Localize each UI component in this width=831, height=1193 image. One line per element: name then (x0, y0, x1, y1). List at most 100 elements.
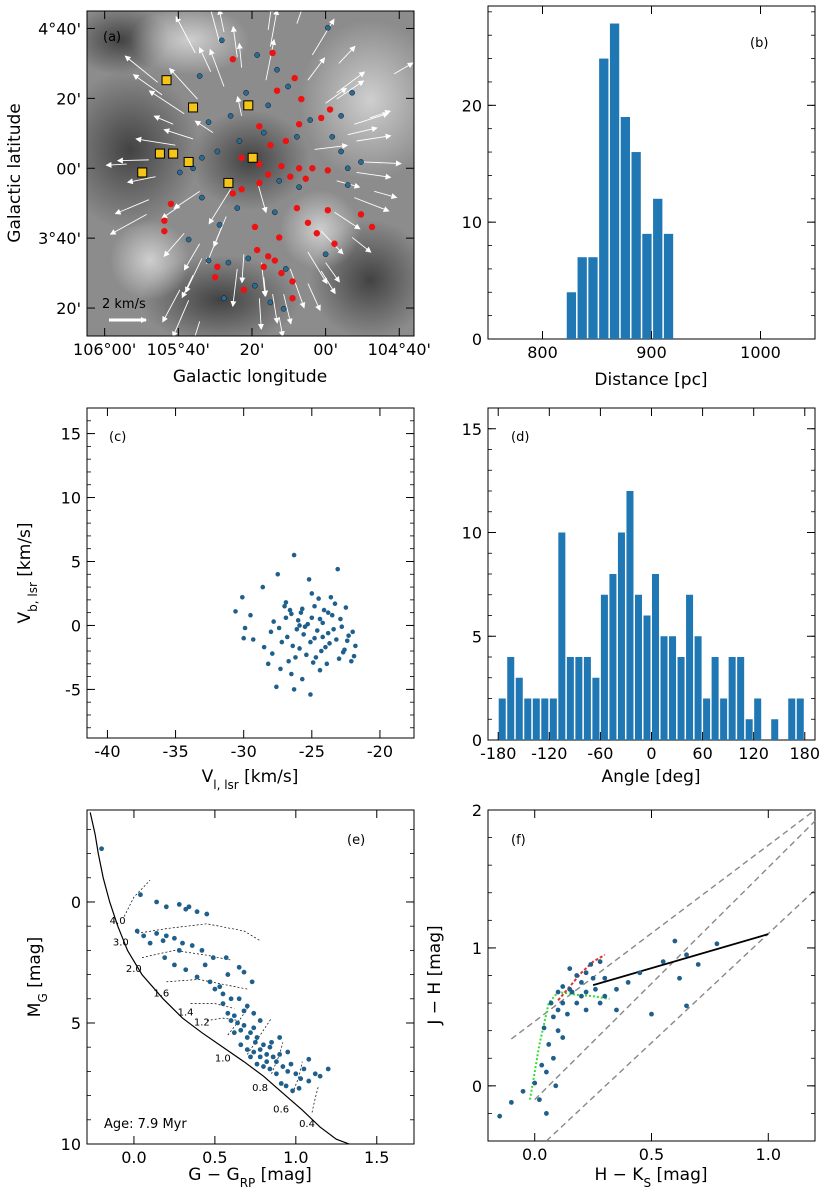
velocity-point (335, 566, 341, 572)
x-tick-label: 1.0 (756, 1145, 781, 1164)
velocity-point (240, 595, 245, 600)
histogram-bar (541, 698, 549, 740)
blue-star (296, 184, 302, 190)
velocity-arrow (181, 274, 194, 299)
yellow-square (137, 167, 148, 178)
histogram-bar (634, 594, 642, 740)
red-star (304, 219, 312, 226)
histogram-bar (566, 657, 574, 740)
y-tick-label: 15 (61, 425, 81, 444)
x-tick-label: 120 (738, 744, 769, 763)
x-tick-label: 0.0 (522, 1145, 547, 1164)
histogram-bar (577, 257, 587, 339)
cmd-point (252, 1039, 258, 1045)
ccd-point (560, 1035, 566, 1040)
velocity-point (344, 638, 350, 644)
cmd-point (248, 1054, 253, 1060)
blue-star-markers (176, 24, 364, 312)
cmd-point (236, 964, 242, 970)
blue-star (349, 89, 355, 96)
x-tick-label: 0 (646, 744, 656, 763)
cmd-point (231, 1013, 237, 1019)
x-tick-label: 0.0 (121, 1148, 146, 1167)
histogram-bar (711, 657, 719, 740)
velocity-point (308, 639, 313, 645)
panel-e-ylabel-sub: G (36, 993, 50, 1002)
velocity-point (351, 653, 357, 659)
velocity-point (331, 626, 336, 632)
x-tick-label: 106°00' (73, 340, 136, 359)
red-star (295, 165, 303, 172)
red-star (161, 227, 168, 235)
velocity-point (320, 634, 326, 640)
cmd-point (267, 1066, 273, 1072)
panel-c-label: (c) (109, 430, 126, 445)
panel-f-label: (f) (511, 833, 526, 848)
cmd-point (210, 955, 216, 961)
histogram-bar (617, 532, 625, 740)
velocity-point (298, 610, 304, 615)
ccd-point (543, 1069, 549, 1075)
panel-a-sky-map: 2 km/s (a) 106°00' 105°40' 20' 00' 104°40' 4°… (5, 10, 431, 387)
ccd-point (497, 1113, 503, 1119)
velocity-point (248, 612, 253, 618)
velocity-point (319, 648, 324, 654)
blue-star (276, 178, 283, 184)
cmd-point (172, 962, 177, 968)
velocity-arrow (265, 38, 277, 81)
cmd-point (288, 1061, 294, 1067)
cmd-point (163, 904, 169, 910)
y-tick-label: -5 (65, 680, 81, 699)
giant-locus-curve (557, 953, 606, 1001)
y-tick-label: 15 (462, 420, 482, 439)
angle-bars (498, 491, 804, 740)
cmd-point (217, 984, 223, 990)
red-star (357, 211, 365, 218)
mass-label: 0.6 (273, 1105, 289, 1116)
red-star (302, 175, 309, 182)
velocity-point (305, 621, 311, 627)
velocity-point (270, 651, 275, 656)
cmd-point (204, 911, 210, 917)
velocity-arrow (363, 160, 402, 167)
y-tick-label: 0 (472, 731, 482, 750)
blue-star (294, 134, 300, 140)
yellow-square (154, 148, 165, 159)
y-tick-label: 5 (472, 627, 482, 646)
velocity-point (293, 655, 298, 660)
velocity-arrow (296, 11, 302, 24)
panel-c-xlabel-unit: [km/s] (239, 767, 299, 787)
velocity-point (332, 601, 338, 606)
cmd-point (238, 1027, 244, 1033)
ccd-point (684, 952, 689, 958)
velocity-point (294, 626, 300, 632)
blue-star (265, 102, 271, 109)
velocity-point (283, 600, 289, 605)
red-star (273, 87, 281, 94)
velocity-point (323, 644, 328, 650)
blue-star (338, 113, 344, 119)
cmd-point (251, 1049, 257, 1055)
blue-star (285, 83, 291, 90)
x-tick-label: 900 (636, 343, 667, 362)
velocity-point (343, 605, 349, 610)
velocity-point (241, 635, 246, 641)
red-star (291, 74, 298, 82)
velocity-arrow (267, 11, 274, 30)
y-tick-label: 0 (71, 893, 81, 912)
reddening-line (510, 809, 816, 1040)
velocity-arrow (208, 188, 231, 225)
ccd-point (539, 1062, 545, 1068)
ccd-point (602, 993, 608, 999)
velocity-arrow (256, 180, 268, 214)
panel-e-cmd: 4.0 3.0 2.0 1.6 1.41.2 1.0 0.8 0.6 0.4 0.0 0.5 1.0… (25, 809, 415, 1190)
cmd-point (223, 955, 229, 961)
panel-c-xlabel-main: V (202, 767, 214, 787)
panel-c-xlabel: Vl, lsr [km/s] (202, 767, 299, 792)
histogram-bar (498, 698, 506, 740)
velocity-point (313, 655, 319, 660)
velocity-arrow (325, 262, 340, 283)
cmd-point (99, 846, 104, 852)
cmd-point (241, 1008, 247, 1014)
histogram-bar (652, 574, 660, 740)
